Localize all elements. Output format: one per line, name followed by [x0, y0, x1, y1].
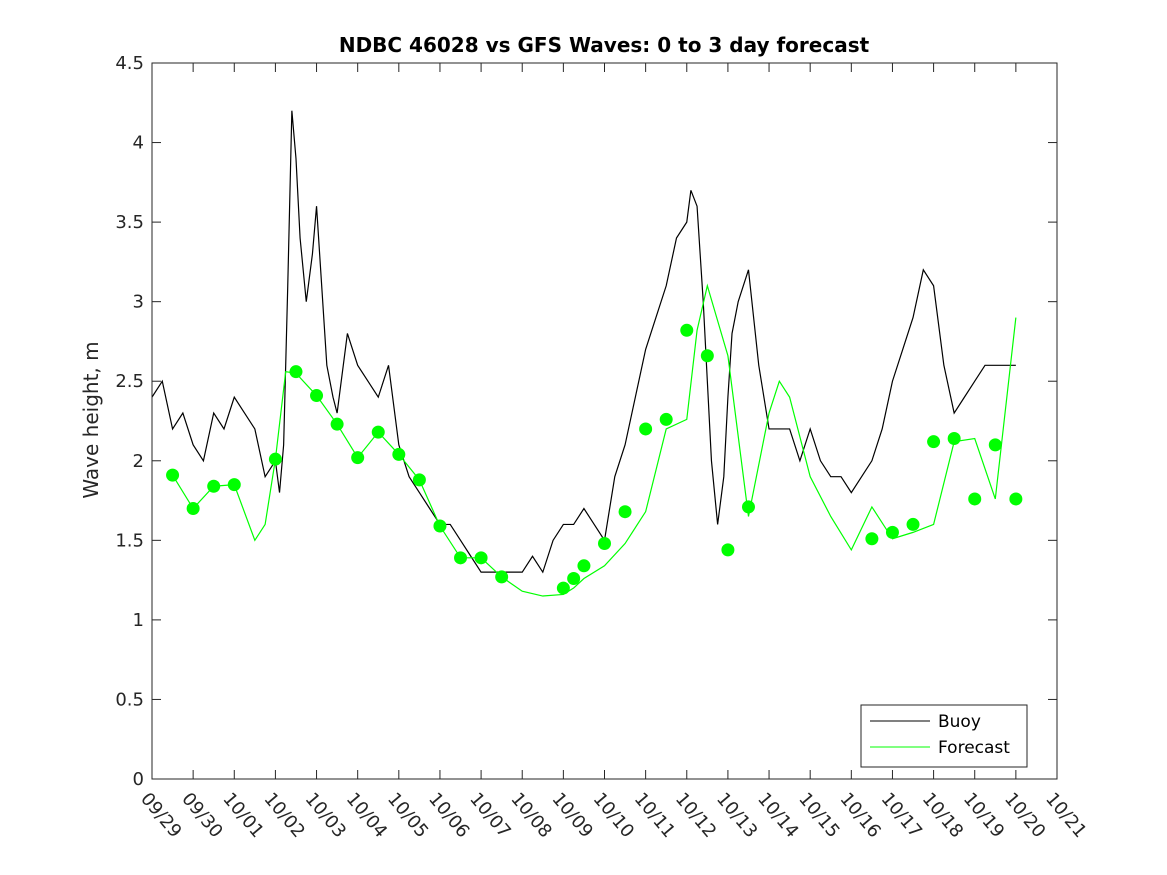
forecast-marker: [268, 452, 282, 466]
forecast-marker: [567, 572, 581, 586]
forecast-marker: [721, 543, 735, 557]
forecast-marker: [371, 425, 385, 439]
plot-area: [151, 110, 1023, 597]
legend-forecast-label: Forecast: [938, 738, 1010, 758]
forecast-marker: [392, 447, 406, 461]
y-tick-label: 3: [133, 292, 144, 313]
legend: Buoy Forecast: [860, 704, 1028, 768]
forecast-marker: [495, 570, 509, 584]
y-tick-label: 0.5: [115, 689, 144, 710]
forecast-marker: [906, 517, 920, 531]
forecast-marker: [577, 559, 591, 573]
forecast-marker: [618, 505, 632, 519]
forecast-marker: [680, 323, 694, 337]
y-tick-label: 4.5: [115, 53, 144, 74]
y-tick-label: 1.5: [115, 530, 144, 551]
forecast-marker: [474, 551, 488, 565]
legend-buoy-label: Buoy: [938, 712, 981, 732]
forecast-marker: [412, 473, 426, 487]
forecast-marker: [885, 525, 899, 539]
forecast-marker: [289, 365, 303, 379]
forecast-marker: [700, 349, 714, 363]
chart-title: NDBC 46028 vs GFS Waves: 0 to 3 day fore…: [339, 33, 870, 57]
forecast-marker: [227, 478, 241, 492]
y-tick-label: 2.5: [115, 371, 144, 392]
forecast-marker: [433, 519, 447, 533]
forecast-marker: [166, 468, 180, 482]
series-line-buoy: [151, 110, 1016, 574]
y-tick-label: 3.5: [115, 212, 144, 233]
forecast-marker: [741, 500, 755, 514]
forecast-marker: [351, 451, 365, 465]
y-tick-label: 4: [133, 133, 144, 154]
forecast-marker: [454, 551, 468, 565]
forecast-marker: [330, 417, 344, 431]
forecast-marker: [865, 532, 879, 546]
forecast-marker: [556, 581, 570, 595]
forecast-marker: [207, 479, 221, 493]
forecast-marker: [639, 422, 653, 436]
forecast-marker: [598, 537, 611, 551]
legend-box: [860, 704, 1028, 768]
forecast-marker: [968, 492, 982, 506]
forecast-marker: [927, 435, 941, 449]
y-tick-label: 2: [133, 451, 144, 472]
y-tick-label: 0: [133, 769, 144, 790]
forecast-marker: [1009, 492, 1023, 506]
forecast-marker: [947, 432, 961, 446]
y-tick-label: 1: [133, 610, 144, 631]
forecast-marker: [186, 502, 200, 516]
forecast-marker: [659, 412, 673, 426]
forecast-marker: [310, 389, 324, 403]
forecast-marker: [988, 438, 1002, 452]
y-axis-label: Wave height, m: [79, 341, 103, 498]
